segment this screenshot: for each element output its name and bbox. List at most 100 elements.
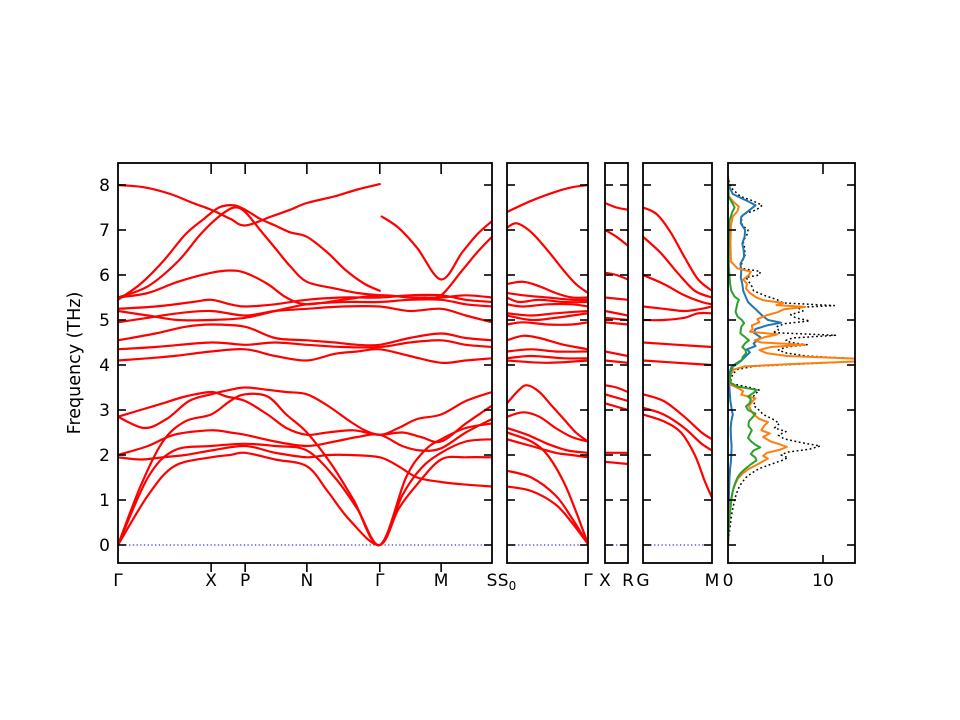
phonon-band <box>605 350 628 358</box>
phonon-band <box>605 359 628 364</box>
phonon-band <box>507 438 588 459</box>
kpoint-label: R <box>622 571 634 591</box>
phonon-band <box>118 204 381 301</box>
y-tick-label: 0 <box>99 536 110 556</box>
phonon-band <box>507 485 588 546</box>
phonon-band <box>605 460 628 466</box>
phonon-band <box>118 293 492 310</box>
y-tick-label: 5 <box>99 311 110 331</box>
phonon-band <box>507 309 588 317</box>
phonon-band <box>118 339 492 351</box>
phonon-band <box>507 426 588 454</box>
phonon-band <box>643 305 712 313</box>
y-axis-title: Frequency (THz) <box>65 292 85 435</box>
phonon-band <box>605 384 628 394</box>
phonon-band <box>507 312 588 322</box>
kpoint-label: X <box>205 571 217 591</box>
dos-axis-label: 10 <box>812 571 834 591</box>
phonon-band <box>507 359 588 364</box>
phonon-band <box>643 393 712 441</box>
phonon-band <box>643 206 712 292</box>
phonon-band <box>605 309 628 317</box>
phonon-band <box>118 444 492 488</box>
panel-frame <box>727 162 856 564</box>
phonon-band <box>605 321 628 326</box>
phonon-band <box>605 201 628 211</box>
kpoint-label: P <box>240 571 250 591</box>
phonon-band <box>605 296 628 301</box>
phonon-band <box>118 386 492 444</box>
phonon-band <box>408 235 492 300</box>
phonon-band <box>507 431 588 546</box>
panel-frame <box>604 162 629 564</box>
phonon-band <box>118 451 492 547</box>
dos-curve-total <box>728 175 855 546</box>
kpoint-label: M <box>434 571 449 591</box>
phonon-band <box>643 273 712 306</box>
phonon-band <box>507 348 588 353</box>
phonon-band <box>507 280 588 299</box>
band-panel-s0-gamma: S0 Γ <box>498 162 593 593</box>
phonon-band <box>507 469 588 546</box>
kpoint-label: Γ <box>583 571 593 591</box>
phonon-band <box>605 271 628 281</box>
phonon-band <box>507 411 588 443</box>
phonon-band <box>507 354 588 360</box>
dos-panel: 0 10 <box>723 162 856 591</box>
kpoint-label: M <box>705 571 720 591</box>
phonon-band <box>643 406 712 452</box>
phonon-band <box>118 348 492 365</box>
kpoint-label: X <box>599 571 611 591</box>
y-tick-label: 6 <box>99 266 110 286</box>
dos-axis-label: 0 <box>723 571 734 591</box>
phonon-band <box>118 417 492 457</box>
y-tick-label: 7 <box>99 221 110 241</box>
dos-curve-pdos-1 <box>728 175 783 546</box>
phonon-band <box>605 402 628 412</box>
kpoint-label: G <box>636 571 649 591</box>
y-tick-label: 1 <box>99 491 110 511</box>
dos-curve-pdos-2 <box>728 175 855 546</box>
y-axis: 0 1 2 3 4 5 6 7 8 Frequency (THz) <box>65 176 110 556</box>
y-tick-label: 2 <box>99 446 110 466</box>
phonon-band <box>507 321 588 326</box>
phonon-band <box>643 359 712 367</box>
y-tick-label: 4 <box>99 356 110 376</box>
phonon-band <box>643 235 712 299</box>
panel-frame <box>117 162 493 564</box>
phonon-band <box>118 304 492 324</box>
phonon-band <box>118 183 381 227</box>
panel-frame <box>642 162 713 564</box>
phonon-band <box>507 296 588 304</box>
phonon-band <box>605 393 628 403</box>
y-tick-label: 3 <box>99 401 110 421</box>
phonon-band <box>118 392 492 547</box>
panel-frame <box>506 162 589 564</box>
dos-curve-pdos-3 <box>728 175 762 546</box>
kpoint-label: S <box>487 571 498 591</box>
phonon-band <box>118 323 492 347</box>
phonon-band <box>507 183 588 214</box>
phonon-band <box>507 384 588 443</box>
phonon-band <box>118 206 381 299</box>
phonon-band <box>643 341 712 349</box>
phonon-band <box>507 222 588 295</box>
phonon-band <box>118 438 492 547</box>
y-tick-label: 8 <box>99 176 110 196</box>
phonon-band <box>118 390 492 437</box>
phonon-band <box>507 291 588 302</box>
phonon-band <box>507 334 588 351</box>
phonon-band <box>507 302 588 308</box>
phonon-band <box>380 215 492 281</box>
kpoint-label: S0 <box>498 571 516 593</box>
phonon-band <box>605 228 628 247</box>
phonon-band <box>643 311 712 322</box>
kpoint-label: N <box>301 571 314 591</box>
phonon-band <box>643 413 712 499</box>
kpoint-label: Γ <box>375 571 385 591</box>
